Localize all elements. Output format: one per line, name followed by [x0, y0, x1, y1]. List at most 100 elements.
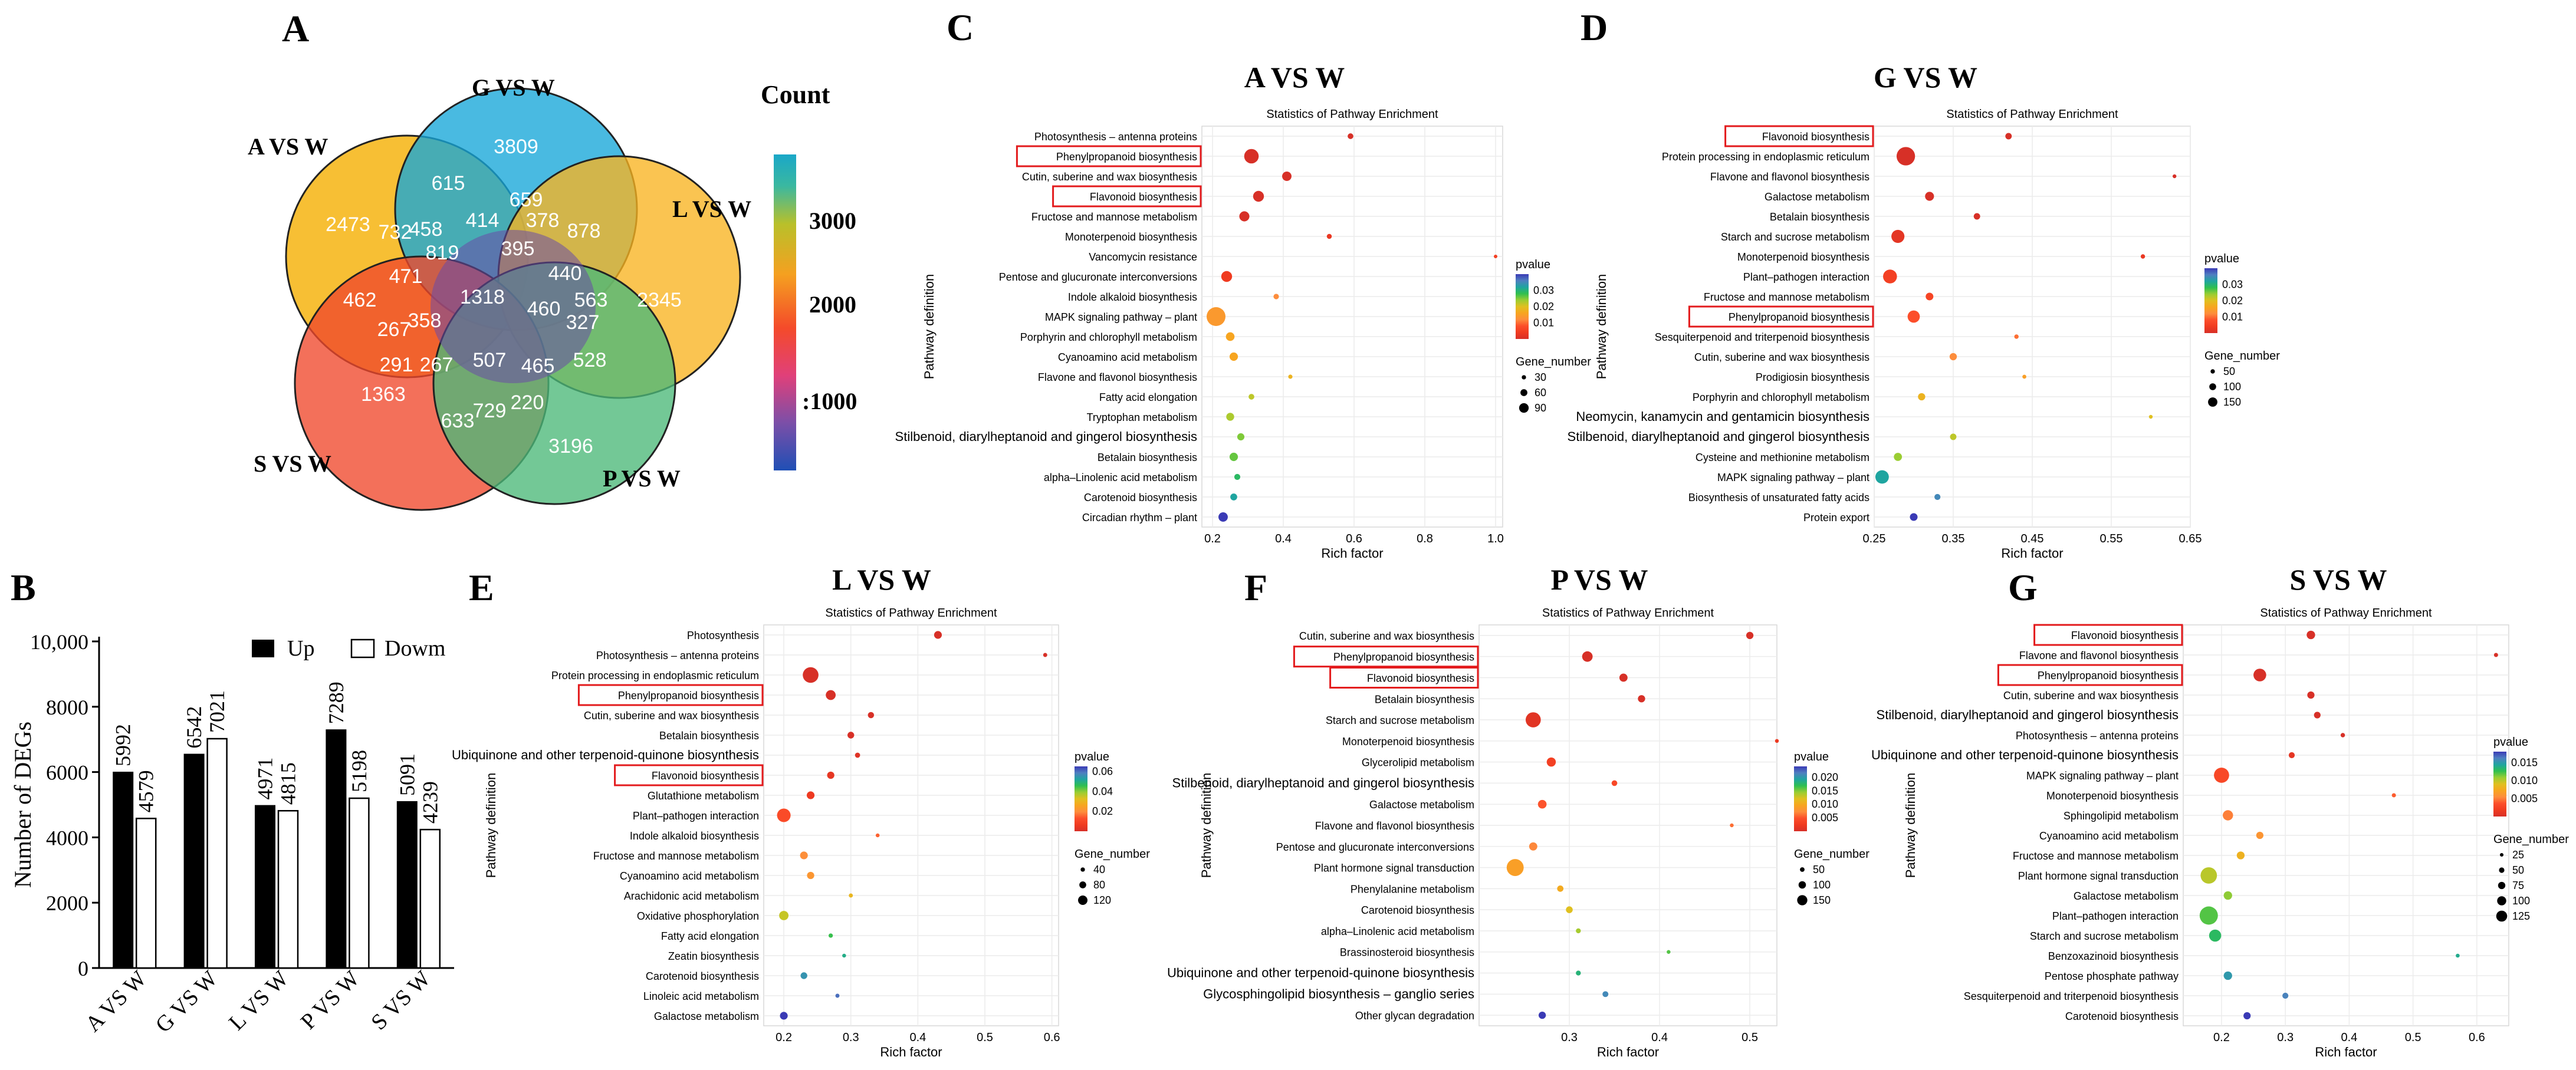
y-axis-label: Pathway definition [1903, 773, 1918, 878]
pvalue-tick-label: 0.06 [1092, 765, 1113, 777]
gene-tick-label: 50 [1813, 864, 1825, 875]
pathway-label-tryptophan-metabolism: Tryptophan metabolism [1087, 411, 1197, 423]
bar-down-value: 7021 [205, 690, 229, 733]
x-axis-label: Rich factor [1597, 1045, 1659, 1059]
x-tick-label: 0.65 [2179, 532, 2202, 545]
pathway-label-fructose-and-mannose-metabolism: Fructose and mannose metabolism [1704, 291, 1869, 303]
gene-legend-dot [1798, 881, 1806, 889]
gene-legend-title: Gene_number [1516, 355, 1591, 368]
y-axis-label: Pathway definition [1199, 773, 1214, 878]
dot-flavonoid-biosynthesis [1253, 190, 1264, 202]
venn-count: 732 [379, 221, 412, 243]
venn-count: 267 [420, 354, 454, 376]
bar-up-value: 7289 [324, 681, 348, 724]
x-axis-label: Rich factor [2315, 1045, 2377, 1059]
bar-legend-down-swatch [350, 638, 375, 659]
gene-tick-label: 125 [2512, 910, 2530, 922]
dot-cyanoamino-acid-metabolism [2256, 831, 2264, 839]
dot-phenylalanine-metabolism [1557, 885, 1564, 892]
pathway-label-indole-alkaloid-biosynthesis: Indole alkaloid biosynthesis [1068, 291, 1197, 303]
venn-count: 220 [511, 391, 544, 414]
dot-tryptophan-metabolism [1226, 413, 1234, 421]
pathway-label-monoterpenoid-biosynthesis: Monoterpenoid biosynthesis [1737, 251, 1869, 263]
pathway-label-flavonoid-biosynthesis: Flavonoid biosynthesis [1367, 672, 1474, 684]
pvalue-legend-title: pvalue [1794, 750, 1829, 763]
pathway-label-neomycin-kanamycin-and-gentamicin-biosynthesis: Neomycin, kanamycin and gentamicin biosy… [1576, 409, 1869, 424]
bar-up [326, 729, 347, 969]
pathway-label-cyanoamino-acid-metabolism: Cyanoamino acid metabolism [2039, 830, 2179, 842]
dot-pentose-and-glucuronate-interconversions [1221, 271, 1233, 282]
dot-porphyrin-and-chlorophyll-metabolism [1225, 332, 1235, 341]
pathway-label-galactose-metabolism: Galactose metabolism [1369, 799, 1474, 811]
pathway-label-sesquiterpenoid-and-triterpenoid-biosynthesis: Sesquiterpenoid and triterpenoid biosynt… [1964, 990, 2179, 1002]
panel-title: Statistics of Pathway Enrichment [1542, 607, 1714, 620]
pathway-label-glycerolipid-metabolism: Glycerolipid metabolism [1362, 757, 1474, 769]
gene-legend-dot [1079, 881, 1086, 888]
bar-up [255, 805, 275, 969]
pathway-label-phenylpropanoid-biosynthesis: Phenylpropanoid biosynthesis [2038, 670, 2179, 681]
dot-fructose-and-mannose-metabolism [800, 851, 808, 860]
dot-plant-hormone-signal-transduction [2200, 867, 2217, 884]
venn-count: 2473 [326, 213, 370, 236]
bar-up [183, 753, 205, 969]
bar-y-tick-label: 8000 [46, 696, 88, 719]
gene-legend-title: Gene_number [1075, 848, 1150, 861]
venn-count: 458 [409, 218, 443, 241]
dot-plant-pathogen-interaction [2199, 906, 2218, 925]
panel-d-letter: D [1581, 6, 1608, 48]
panel-title: Statistics of Pathway Enrichment [825, 607, 997, 620]
dot-monoterpenoid-biosynthesis [1775, 739, 1779, 743]
venn-label-p: P VS W [603, 465, 681, 492]
dot-benzoxazinoid-biosynthesis [2456, 953, 2460, 958]
plot-area [763, 624, 1059, 1026]
dot-cutin-suberine-and-wax-biosynthesis [2307, 691, 2315, 699]
pathway-label-starch-and-sucrose-metabolism: Starch and sucrose metabolism [2030, 930, 2179, 942]
dot-plant-pathogen-interaction [777, 808, 791, 822]
pathway-label-stilbenoid-diarylheptanoid-and-gingerol-biosynthesis: Stilbenoid, diarylheptanoid and gingerol… [1172, 775, 1474, 790]
pathway-label-mapk-signaling-pathway-plant: MAPK signaling pathway – plant [1717, 472, 1869, 483]
y-axis-label: Pathway definition [484, 773, 498, 878]
venn-count: 507 [473, 349, 507, 371]
highlight-box [2033, 624, 2183, 646]
venn-count: 819 [426, 242, 459, 264]
dot-photosynthesis-antenna-proteins [1348, 133, 1353, 139]
dot-cutin-suberine-and-wax-biosynthesis [868, 712, 875, 719]
pvalue-tick-label: 0.010 [1812, 798, 1838, 810]
dot-phenylpropanoid-biosynthesis [1907, 310, 1920, 323]
pvalue-colorbar [1516, 274, 1529, 339]
dot-flavonoid-biosynthesis [2005, 133, 2012, 140]
dot-monoterpenoid-biosynthesis [2140, 254, 2145, 259]
pvalue-tick-label: 0.01 [1533, 317, 1554, 329]
pathway-label-monoterpenoid-biosynthesis: Monoterpenoid biosynthesis [1065, 231, 1197, 243]
x-tick-label: 0.6 [2469, 1031, 2485, 1044]
highlight-box [1052, 185, 1202, 208]
bar-down-value: 4239 [418, 781, 442, 824]
bar-up-value: 5992 [111, 724, 135, 766]
panel-d: D G VS W Statistics of Pathway Enrichment… [1568, 6, 2281, 561]
y-axis-label: Pathway definition [1594, 274, 1609, 380]
dot-carotenoid-biosynthesis [800, 972, 807, 979]
pathway-label-vancomycin-resistance: Vancomycin resistance [1089, 251, 1197, 263]
pvalue-tick-label: 0.020 [1812, 771, 1838, 783]
bar-down [277, 809, 299, 969]
dot-fructose-and-mannose-metabolism [2236, 851, 2245, 860]
dot-stilbenoid-diarylheptanoid-and-gingerol-biosynthesis [1611, 780, 1618, 786]
panel-heading: G VS W [1874, 61, 1977, 94]
pathway-label-benzoxazinoid-biosynthesis: Benzoxazinoid biosynthesis [2048, 950, 2179, 962]
dot-galactose-metabolism [1537, 799, 1547, 809]
gene-tick-label: 40 [1093, 864, 1105, 875]
pathway-label-phenylpropanoid-biosynthesis: Phenylpropanoid biosynthesis [1729, 311, 1869, 323]
gene-legend-dot [1797, 895, 1808, 906]
panel-c: C A VS W Statistics of Pathway Enrichment… [895, 6, 1592, 561]
pathway-label-carotenoid-biosynthesis: Carotenoid biosynthesis [646, 970, 759, 982]
venn-count: 3196 [548, 435, 593, 457]
venn-count: 471 [389, 265, 423, 288]
pathway-label-pentose-and-glucuronate-interconversions: Pentose and glucuronate interconversions [999, 271, 1197, 283]
pathway-label-stilbenoid-diarylheptanoid-and-gingerol-biosynthesis: Stilbenoid, diarylheptanoid and gingerol… [1568, 429, 1869, 444]
bar-y-tick-label: 6000 [46, 761, 88, 785]
pvalue-colorbar [1794, 766, 1807, 831]
bar-down-value: 4815 [277, 762, 300, 805]
gene-tick-label: 80 [1093, 879, 1105, 891]
pathway-label-cyanoamino-acid-metabolism: Cyanoamino acid metabolism [1058, 351, 1197, 363]
